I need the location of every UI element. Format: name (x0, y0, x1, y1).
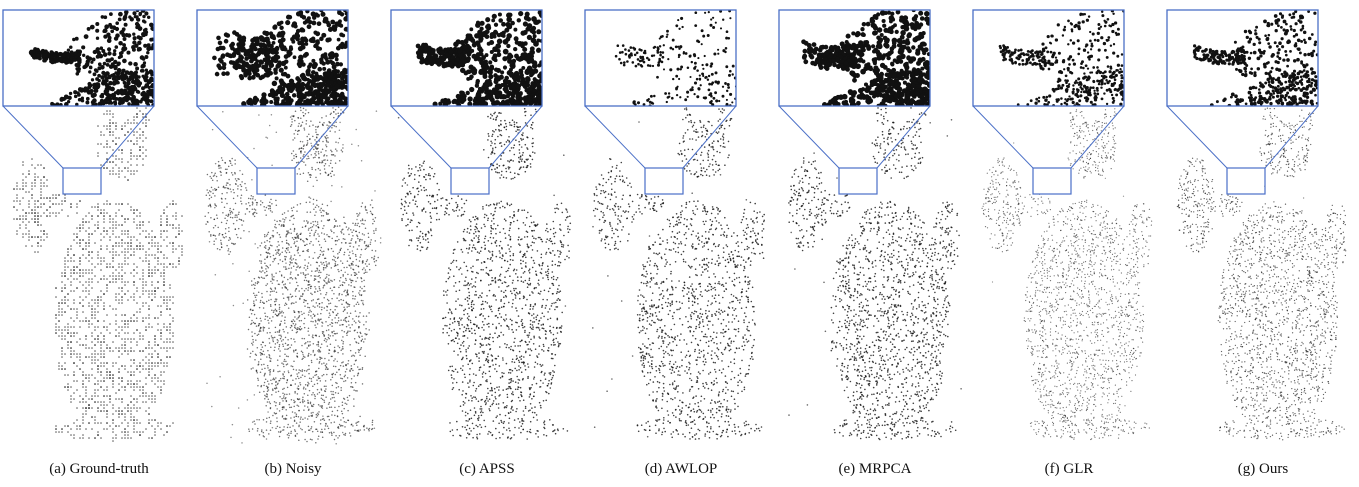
caption-glr: (f) GLR (1044, 461, 1094, 477)
panel-apss-plot (390, 9, 572, 440)
point-cloud (13, 107, 183, 442)
panel-noisy-plot (196, 9, 382, 445)
caption-ours: (g) Ours (1237, 461, 1289, 477)
panel-mrpca-plot (778, 9, 962, 441)
panel-gt: (a) Ground-truth (2, 0, 196, 487)
zoom-inset-frame (2, 9, 155, 107)
zoom-inset-frame (1166, 9, 1319, 107)
caption-noisy: (b) Noisy (264, 461, 322, 477)
zoom-region-box (644, 167, 684, 195)
point-cloud (397, 107, 572, 440)
zoom-connector-line (876, 105, 931, 169)
zoom-region-box (450, 167, 490, 195)
panel-ours: (g) Ours (1166, 0, 1359, 487)
zoom-inset-frame (972, 9, 1125, 107)
caption-mrpca: (e) MRPCA (838, 461, 912, 477)
zoom-connector-line (2, 105, 64, 169)
zoom-inset (196, 9, 349, 107)
panel-glr-plot (972, 9, 1153, 441)
panel-mrpca: (e) MRPCA (778, 0, 972, 487)
zoom-inset-frame (196, 9, 349, 107)
zoom-inset-frame (584, 9, 737, 107)
panel-awlop-plot (584, 9, 765, 440)
zoom-inset-frame (390, 9, 543, 107)
zoom-connector-line (1264, 105, 1319, 169)
zoom-connector-line (972, 105, 1034, 169)
zoom-region-box (1032, 167, 1072, 195)
zoom-connector-line (682, 105, 737, 169)
zoom-inset (584, 9, 737, 107)
zoom-connector-line (584, 105, 646, 169)
point-cloud (592, 107, 765, 440)
caption-awlop: (d) AWLOP (644, 461, 718, 477)
zoom-inset (390, 9, 543, 107)
zoom-region-box (838, 167, 878, 195)
panel-awlop: (d) AWLOP (584, 0, 778, 487)
caption-gt: (a) Ground-truth (49, 461, 149, 477)
zoom-region-box (256, 167, 296, 195)
zoom-connector-line (1166, 105, 1228, 169)
point-cloud (981, 108, 1153, 441)
zoom-inset (778, 9, 931, 107)
zoom-connector-line (488, 105, 543, 169)
zoom-inset (1166, 9, 1319, 107)
zoom-inset (2, 9, 155, 107)
panel-apss: (c) APSS (390, 0, 584, 487)
zoom-connector-line (390, 105, 452, 169)
point-cloud (788, 107, 962, 441)
zoom-connector-line (196, 105, 258, 169)
panel-noisy: (b) Noisy (196, 0, 390, 487)
zoom-inset (972, 9, 1125, 107)
zoom-connector-line (100, 105, 155, 169)
caption-apss: (c) APSS (459, 461, 515, 477)
zoom-region-box (1226, 167, 1266, 195)
zoom-inset-frame (778, 9, 931, 107)
zoom-connector-line (294, 105, 349, 169)
zoom-region-box (62, 167, 102, 195)
panel-ours-plot (1166, 9, 1347, 441)
panel-gt-plot (2, 9, 183, 442)
zoom-connector-line (1070, 105, 1125, 169)
zoom-connector-line (778, 105, 840, 169)
point-cloud (1176, 107, 1347, 441)
point-cloud (204, 103, 382, 445)
panel-glr: (f) GLR (972, 0, 1166, 487)
